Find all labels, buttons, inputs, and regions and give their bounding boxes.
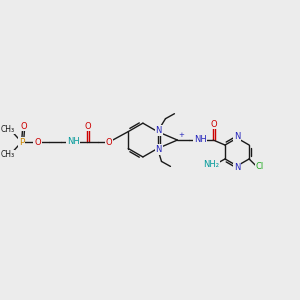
Text: N: N: [155, 126, 162, 135]
Text: NH₂: NH₂: [203, 160, 219, 169]
Text: N: N: [234, 164, 240, 172]
Text: CH₃: CH₃: [1, 124, 15, 134]
Text: NH: NH: [194, 135, 207, 144]
Text: O: O: [34, 137, 41, 146]
Text: N: N: [155, 145, 162, 154]
Text: N: N: [234, 132, 240, 141]
Text: O: O: [20, 122, 27, 130]
Text: O: O: [211, 120, 217, 129]
Text: Cl: Cl: [256, 162, 264, 171]
Text: P: P: [19, 137, 24, 146]
Text: CH₃: CH₃: [1, 151, 15, 160]
Text: O: O: [106, 137, 112, 146]
Text: O: O: [85, 122, 92, 130]
Text: +: +: [178, 132, 184, 138]
Text: NH: NH: [67, 136, 80, 146]
